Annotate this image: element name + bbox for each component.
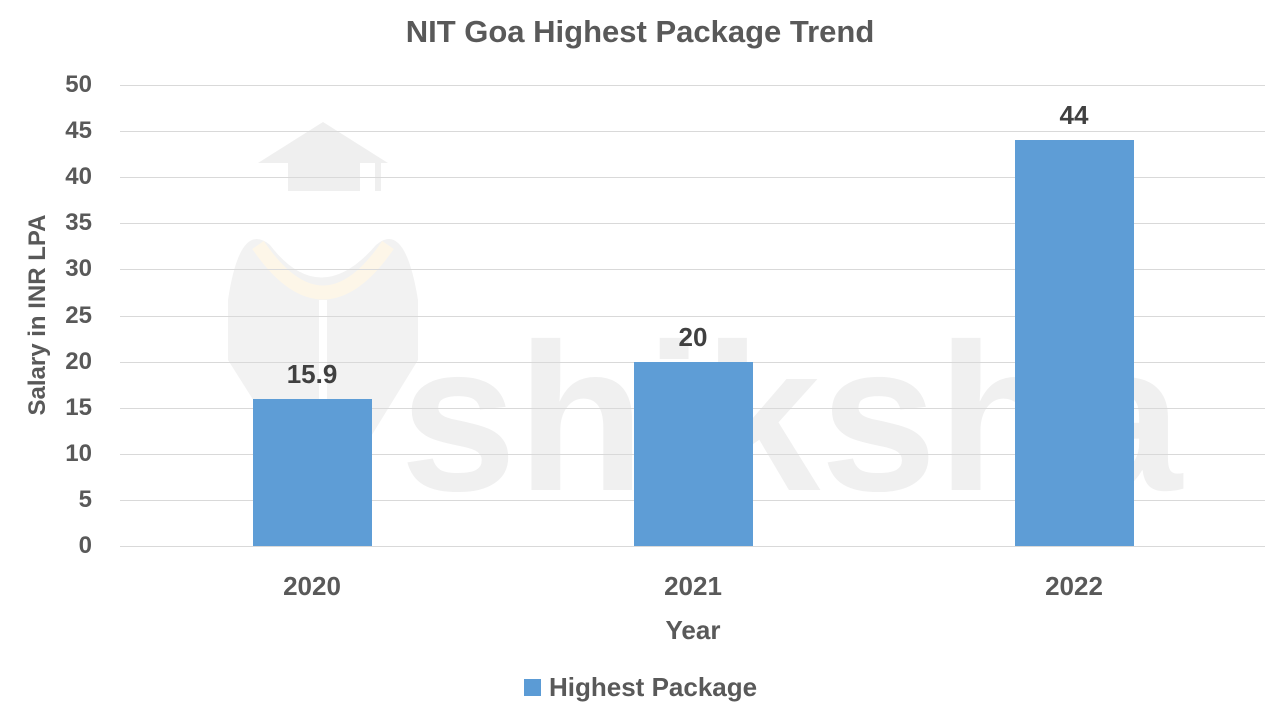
data-label-2020: 15.9 [286, 359, 338, 390]
y-tick-label: 40 [65, 163, 92, 191]
data-label-2022: 44 [1059, 100, 1089, 131]
legend: Highest Package [524, 672, 757, 703]
y-tick-label: 0 [78, 532, 92, 559]
x-tick-label-2020: 2020 [283, 571, 341, 601]
gridline [120, 546, 1265, 547]
legend-swatch-highest-package [524, 679, 541, 696]
y-tick-label: 50 [65, 71, 92, 98]
y-tick-label: 15 [65, 393, 92, 421]
y-tick-label: 30 [65, 255, 92, 283]
y-tick-label: 5 [78, 485, 92, 513]
x-axis-label: Year [665, 615, 721, 645]
gridline [120, 223, 1265, 225]
data-label-2021: 20 [678, 321, 708, 352]
gridline [120, 315, 1265, 317]
y-tick-label: 45 [65, 117, 92, 145]
gridline [120, 177, 1265, 179]
gridline [120, 269, 1265, 271]
x-tick-label-2022: 2022 [1045, 571, 1103, 601]
chart-title: NIT Goa Highest Package Trend [405, 14, 875, 49]
bar-2022 [1014, 140, 1134, 546]
y-tick-label: 25 [65, 301, 92, 329]
bar-2021 [633, 361, 753, 546]
gridline [120, 131, 1265, 133]
legend-label: Highest Package [549, 672, 758, 702]
bar-2020 [252, 399, 372, 546]
x-tick-label-2021: 2021 [664, 571, 722, 601]
gridline [120, 85, 1265, 86]
y-tick-label: 20 [65, 347, 92, 375]
y-tick-label: 35 [65, 209, 92, 237]
y-tick-label: 10 [65, 439, 92, 467]
